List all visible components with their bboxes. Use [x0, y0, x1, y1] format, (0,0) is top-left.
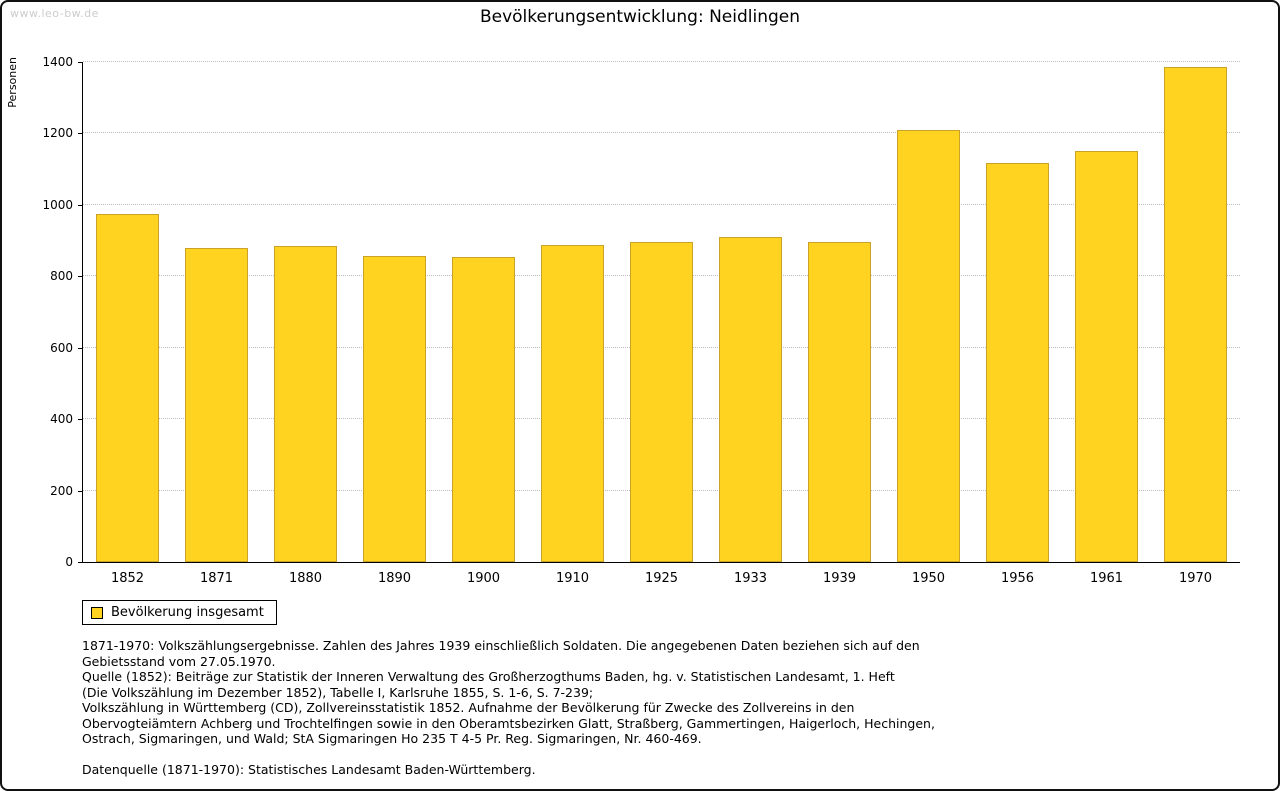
bar-1900: [452, 257, 515, 562]
x-tick-label: 1939: [822, 571, 857, 586]
bar-1871: [185, 247, 248, 562]
x-tick-label: 1910: [555, 571, 590, 586]
y-tick-label: 800: [50, 269, 73, 284]
y-tick: [78, 419, 83, 421]
bar-1970: [1164, 66, 1227, 562]
y-tick-label: 1000: [42, 197, 73, 212]
x-tick-label: 1950: [911, 571, 946, 586]
x-tick-label: 1970: [1178, 571, 1213, 586]
bar-1939: [808, 242, 871, 562]
bar-1890: [363, 255, 426, 562]
y-tick-label: 600: [50, 340, 73, 355]
footnote-line: (Die Volkszählung im Dezember 1852), Tab…: [82, 684, 594, 700]
footnotes: 1871-1970: Volkszählungsergebnisse. Zahl…: [82, 638, 1202, 778]
bar-1852: [96, 214, 159, 562]
y-tick: [78, 133, 83, 135]
legend: Bevölkerung insgesamt: [82, 600, 277, 625]
bar-1956: [986, 163, 1049, 562]
y-tick-label: 0: [65, 555, 73, 569]
y-tick-label: 400: [50, 412, 73, 427]
gridline: [83, 132, 1240, 134]
y-axis-title: Personen: [6, 57, 19, 108]
x-tick-label: 1961: [1089, 571, 1124, 586]
gridline: [83, 61, 1240, 62]
bar-1950: [897, 129, 960, 562]
y-tick: [78, 276, 83, 278]
footnote-line: Gebietsstand vom 27.05.1970.: [82, 653, 276, 669]
bar-1933: [719, 236, 782, 562]
y-tick: [78, 347, 83, 349]
y-tick: [78, 490, 83, 492]
footnote-line: 1871-1970: Volkszählungsergebnisse. Zahl…: [82, 638, 920, 653]
x-tick-label: 1956: [1000, 571, 1035, 586]
x-tick-label: 1871: [199, 571, 234, 586]
bar-1925: [630, 241, 693, 562]
bar-1880: [274, 246, 337, 562]
bar-1961: [1075, 150, 1138, 562]
footnote-line: [82, 747, 1202, 763]
x-tick-label: 1933: [733, 571, 768, 586]
footnote-line: Ostrach, Sigmaringen, und Wald; StA Sigm…: [82, 731, 702, 746]
gridline: [83, 203, 1240, 205]
y-tick-label: 1400: [42, 55, 73, 69]
footnote-line: Volkszählung in Württemberg (CD), Zollve…: [82, 700, 855, 715]
y-tick-label: 200: [50, 483, 73, 498]
legend-swatch-icon: [91, 606, 103, 619]
legend-label: Bevölkerung insgesamt: [111, 605, 264, 620]
chart-title: Bevölkerungsentwicklung: Neidlingen: [479, 7, 801, 27]
x-tick-label: 1900: [466, 571, 501, 586]
y-tick: [78, 62, 83, 63]
bar-1910: [541, 245, 604, 562]
footnote-line: Datenquelle (1871-1970): Statistisches L…: [82, 762, 536, 777]
x-tick-label: 1880: [288, 571, 323, 586]
x-tick-label: 1852: [110, 571, 145, 586]
footnote-line: Quelle (1852): Beiträge zur Statistik de…: [82, 669, 895, 684]
y-tick: [78, 562, 83, 563]
watermark: www.leo-bw.de: [10, 7, 99, 20]
y-tick-label: 1200: [42, 126, 73, 141]
plot-area: 0 200 400 600 800 1000 1200 1400 1852 1871 1880 189…: [42, 55, 1240, 586]
footnote-line: Obervogteiämtern Achberg und Trochtelfin…: [82, 715, 935, 731]
x-tick-label: 1925: [644, 571, 679, 586]
x-tick-label: 1890: [377, 571, 412, 586]
y-tick: [78, 204, 83, 206]
